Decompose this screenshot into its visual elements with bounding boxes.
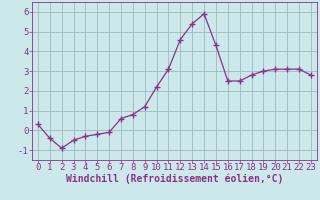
X-axis label: Windchill (Refroidissement éolien,°C): Windchill (Refroidissement éolien,°C) [66, 174, 283, 184]
